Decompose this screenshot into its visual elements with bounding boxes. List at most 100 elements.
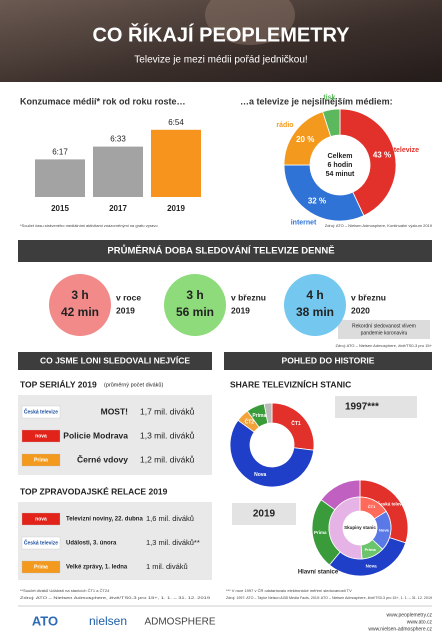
url: www.ato.cz (407, 619, 433, 625)
show: Policie Modrava (63, 430, 128, 440)
segment-label: Nova (379, 527, 390, 532)
footnote: *Součet času stráveného mediálními aktiv… (20, 223, 158, 228)
note-box (338, 320, 430, 339)
segment-label: tisk (323, 95, 335, 102)
segment-label: ČT1 (368, 504, 376, 509)
year-label: 1997*** (345, 402, 379, 413)
channel-name: Česká televize (24, 408, 58, 415)
channel-name: nova (35, 433, 47, 439)
donut-segment (339, 108, 397, 217)
x-tick-label: 2019 (167, 204, 185, 213)
band (18, 240, 432, 262)
logo: nielsen (89, 614, 127, 628)
value-label: 6:54 (168, 118, 184, 127)
band (224, 352, 432, 370)
channel-logo (21, 405, 61, 419)
band (18, 352, 212, 370)
donut-segment (322, 108, 341, 137)
time-circle (284, 274, 346, 336)
footnote: Zdroj: 1997: ATO – Taylor Nelson AGB Med… (226, 595, 433, 600)
channel-logo (21, 536, 61, 550)
channel-logo (21, 560, 61, 574)
donut-segment (229, 419, 315, 488)
value-label: 6:33 (110, 135, 126, 144)
hours: 3 h (186, 288, 203, 302)
hours: 3 h (71, 288, 88, 302)
year: 2019 (231, 305, 250, 315)
segment-label: ČT1 (291, 420, 301, 427)
show: Velké zprávy, 1. ledna (66, 565, 128, 571)
segment-label: rádio (276, 122, 293, 129)
url: www.nielsen-admosphere.cz (368, 626, 432, 632)
center-text: 6 hodin (328, 162, 353, 169)
minutes: 42 min (61, 305, 99, 319)
section-note: (průměrný počet diváků) (104, 381, 163, 388)
subtitle: Televize je mezi médii pořád jedničkou! (134, 55, 307, 66)
value-label: 32 % (308, 196, 326, 205)
value-label: 20 % (296, 135, 314, 144)
band-title: POHLED DO HISTORIE (282, 355, 375, 365)
donut-segment (283, 164, 365, 222)
segment-label: televize (394, 147, 419, 154)
section-title: TOP ZPRAVODAJSKÉ RELACE 2019 (20, 486, 168, 496)
bar (93, 146, 143, 197)
channel-name: Česká televize (24, 539, 58, 546)
footnote: **Součet diváků Událostí na stanicích ČT… (20, 588, 110, 593)
viewers: 1,6 mil. diváků (146, 514, 194, 523)
segment-label: Nova (366, 564, 378, 569)
channel-name: Prima (34, 457, 48, 463)
x-tick-label: 2017 (109, 204, 127, 213)
source: Zdroj: ATO – Nielsen Admosphere, Kontinu… (325, 223, 433, 228)
year-box (232, 503, 296, 525)
year: 2019 (116, 305, 135, 315)
show: Televizní noviny, 22. dubna (66, 517, 143, 523)
minutes: 56 min (176, 305, 214, 319)
viewers: 1,7 mil. diváků (140, 406, 195, 416)
center-text: 54 minut (326, 171, 355, 178)
value-label: 6:17 (52, 148, 68, 157)
period: v roce (116, 292, 141, 302)
x-tick-label: 2015 (51, 204, 69, 213)
donut-segment (328, 496, 363, 560)
logo: ADMOSPHERE (144, 617, 215, 628)
channel-logo (21, 453, 61, 467)
source: Zdroj: ATO – Nielsen Admosphere, živě/TS… (336, 343, 433, 348)
time-circle (49, 274, 111, 336)
segment-label: internet (291, 219, 317, 226)
period: v březnu (351, 292, 386, 302)
year-box (335, 396, 417, 418)
ring-name: Hlavní stanice (298, 570, 339, 576)
viewers: 1 mil. diváků (146, 562, 188, 571)
bar (35, 159, 85, 197)
hours: 4 h (306, 288, 323, 302)
show: Události, 3. února (66, 541, 117, 547)
donut-segment (263, 402, 273, 424)
title: CO ŘÍKAJÍ PEOPLEMETRY (92, 22, 350, 46)
viewers: 1,2 mil. diváků (140, 454, 195, 464)
section-title: SHARE TELEVIZNÍCH STANIC (230, 379, 351, 389)
header-photo (205, 0, 295, 45)
channel-logo (21, 429, 61, 443)
segment-label: Prima (252, 413, 266, 419)
minutes: 38 min (296, 305, 334, 319)
center-text: Skupiny stanic (344, 525, 376, 530)
year: 2020 (351, 305, 370, 315)
channel-name: Prima (34, 564, 48, 570)
show: Černé vdovy (77, 453, 128, 464)
logo: ATO (32, 613, 58, 628)
viewers: 1,3 mil. diváků (140, 430, 195, 440)
section-title: TOP SERIÁLY 2019 (20, 379, 97, 389)
value-label: 43 % (373, 151, 391, 160)
show: MOST! (101, 406, 129, 416)
bar-title: Konzumace médií* rok od roku roste… (20, 96, 186, 106)
note: Rekordní sledovanost vlivem (352, 323, 416, 329)
time-circle (164, 274, 226, 336)
band-title: PRŮMĚRNÁ DOBA SLEDOVÁNÍ TELEVIZE DENNĚ (107, 245, 334, 257)
footnote: Zdroj: ATO – Nielsen Admosphere, živě/TS… (20, 595, 211, 600)
band-title: CO JSME LONI SLEDOVALI NEJVÍCE (40, 355, 190, 365)
period: v březnu (231, 292, 266, 302)
donut-title: …a televize je nejsilnějším médiem: (240, 96, 393, 106)
footnote: *** V roce 1997 v ČR odstartovalo elektr… (226, 588, 352, 593)
